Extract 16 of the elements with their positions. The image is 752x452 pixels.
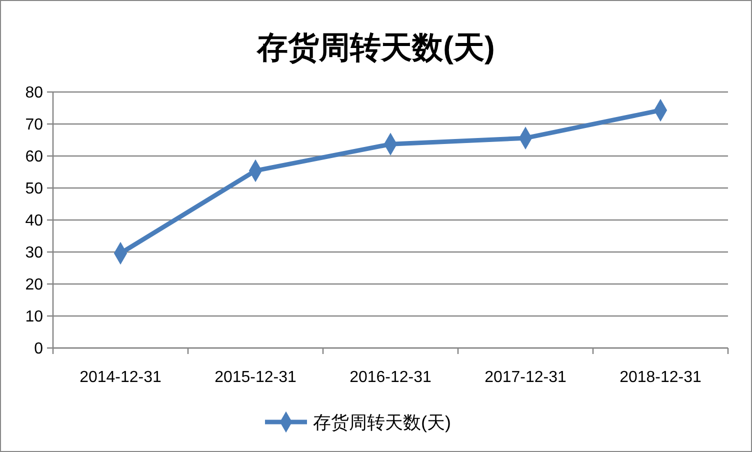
x-tick-label: 2018-12-31 — [620, 369, 702, 386]
y-tick-label: 40 — [25, 212, 44, 230]
y-tick-label: 10 — [25, 308, 44, 326]
x-tick-label: 2015-12-31 — [214, 369, 297, 386]
chart-title: 存货周转天数(天) — [256, 30, 495, 65]
y-tick-label: 80 — [25, 84, 44, 102]
y-tick-label: 60 — [25, 148, 44, 166]
y-tick-label: 50 — [25, 180, 44, 198]
y-tick-label: 70 — [25, 116, 44, 134]
legend-label: 存货周转天数(天) — [313, 412, 451, 432]
y-tick-label: 30 — [25, 244, 44, 262]
x-tick-label: 2016-12-31 — [350, 369, 432, 386]
x-tick-label: 2017-12-31 — [484, 369, 567, 386]
x-tick-label: 2014-12-31 — [80, 369, 162, 386]
y-tick-label: 0 — [34, 340, 44, 358]
y-tick-label: 20 — [25, 276, 44, 294]
